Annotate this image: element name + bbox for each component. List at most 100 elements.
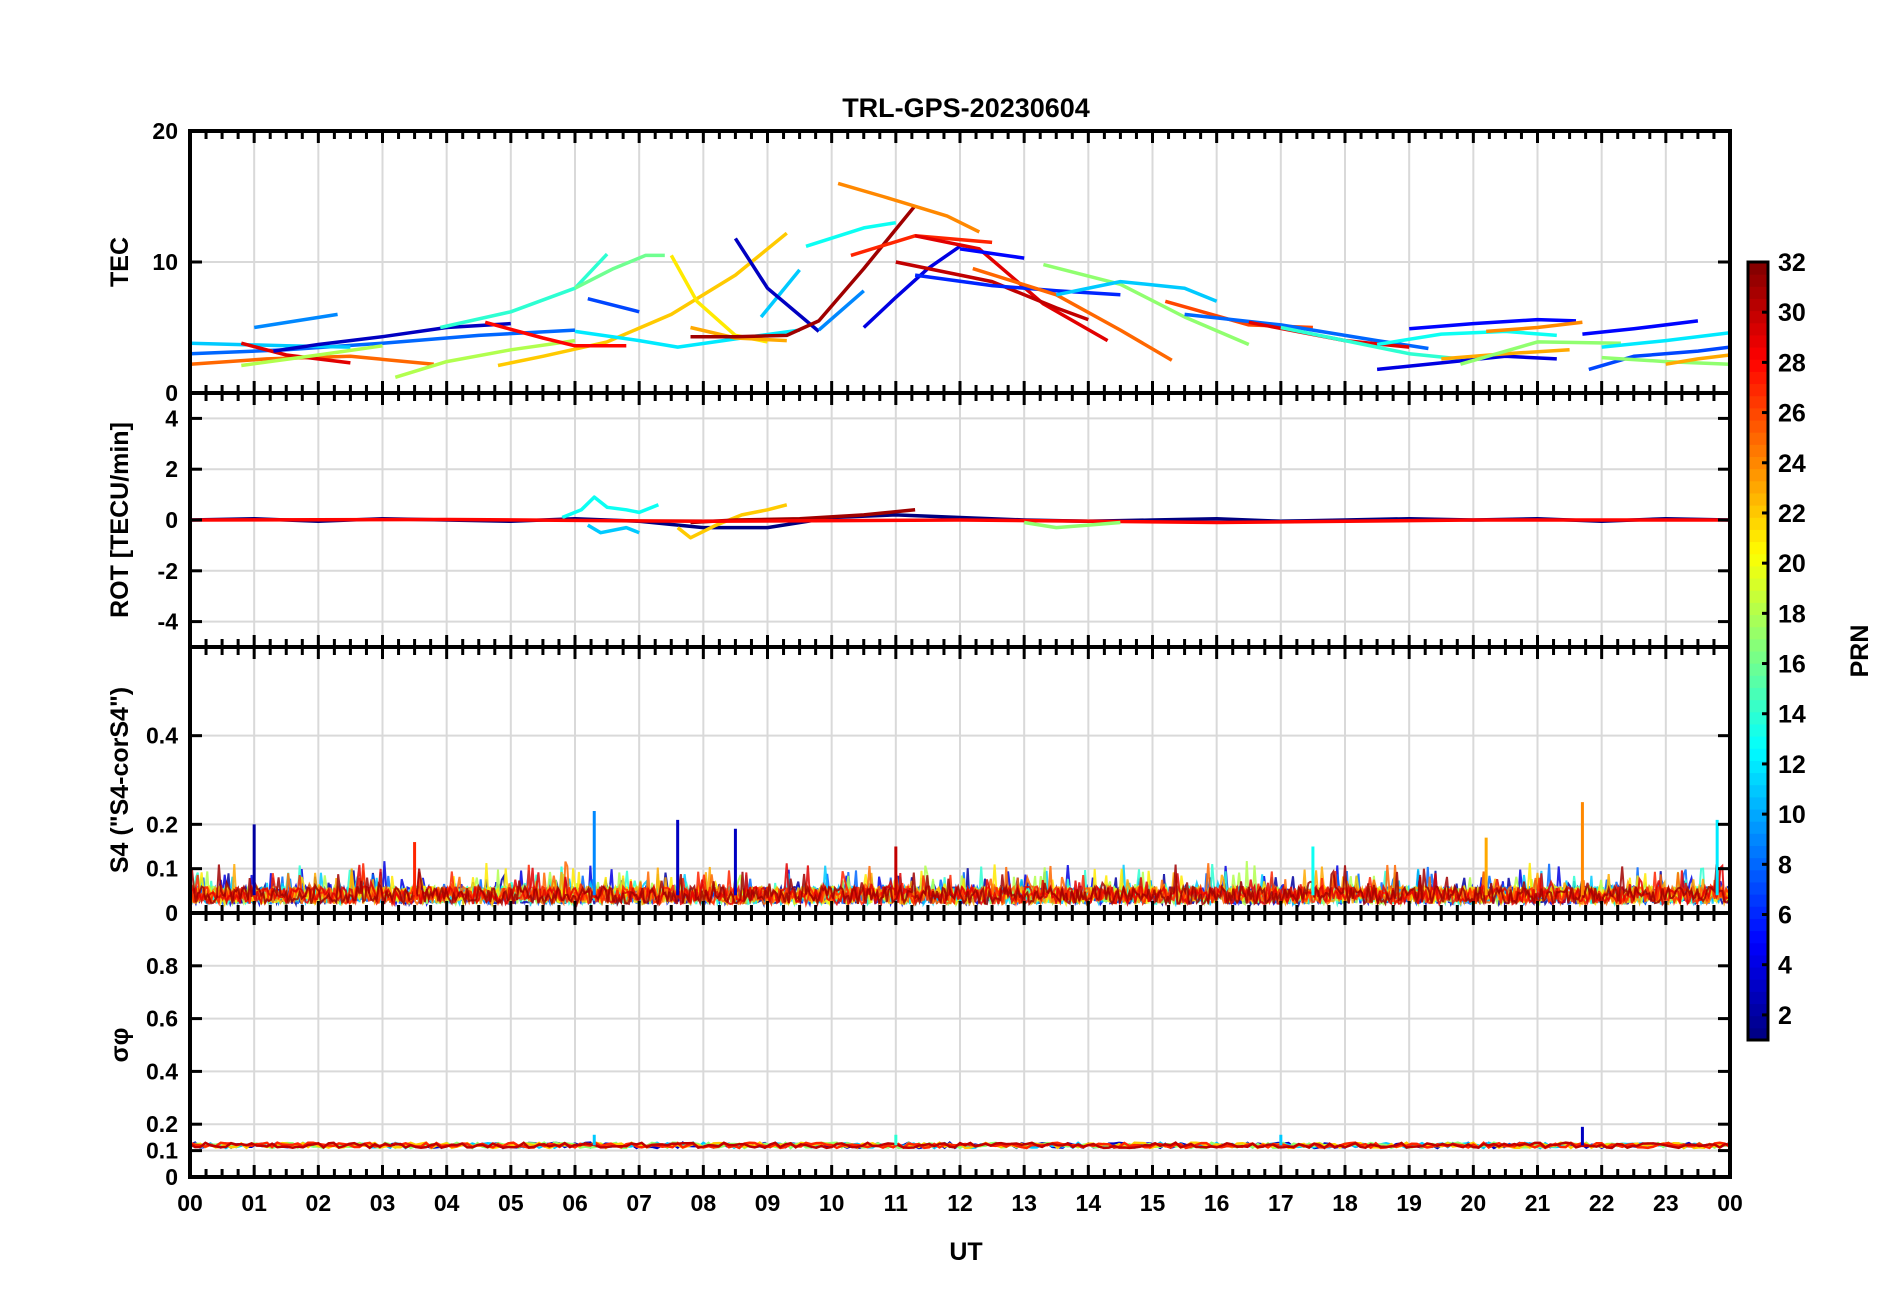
x-tick-label: 19 [1396, 1190, 1422, 1216]
series-prn-18 [394, 338, 576, 379]
colorbar-segment [1748, 869, 1768, 883]
y-tick-label: -2 [158, 558, 178, 584]
colorbar-tick-label: 12 [1778, 751, 1806, 779]
x-tick-label: 16 [1204, 1190, 1230, 1216]
colorbar-segment [1748, 821, 1768, 834]
colorbar-segment [1748, 310, 1768, 324]
colorbar-segment [1748, 334, 1768, 348]
colorbar-segment [1748, 444, 1768, 457]
colorbar-segment [1748, 480, 1768, 494]
y-tick-label: 0.1 [146, 1138, 178, 1164]
x-tick-label: 02 [306, 1190, 332, 1216]
x-tick-label: 14 [1076, 1190, 1102, 1216]
colorbar-segment [1748, 614, 1768, 628]
colorbar-tick-label: 6 [1778, 902, 1792, 930]
colorbar-segment [1748, 492, 1768, 506]
y-axis-title: σφ [106, 1028, 134, 1063]
colorbar-segment [1748, 1027, 1768, 1041]
colorbar-segment [1748, 748, 1768, 761]
y-tick-label: -4 [158, 609, 179, 635]
colorbar-segment [1748, 687, 1768, 701]
colorbar-segment [1748, 590, 1768, 603]
chart-title: TRL-GPS-20230604 [842, 93, 1090, 123]
y-tick-label: 0 [165, 507, 178, 533]
x-tick-label: 23 [1653, 1190, 1679, 1216]
x-tick-label: 06 [562, 1190, 588, 1216]
colorbar-segment [1748, 918, 1768, 932]
colorbar-segment [1748, 541, 1768, 555]
series-prn-30 [895, 260, 1089, 322]
colorbar-segment [1748, 967, 1768, 980]
colorbar-segment [1748, 991, 1768, 1005]
series-prn-16 [574, 253, 665, 290]
colorbar-tick-label: 4 [1778, 952, 1792, 980]
series-prn-13 [1376, 329, 1557, 347]
colorbar-segment [1748, 1015, 1768, 1029]
colorbar-segment [1748, 322, 1768, 336]
series-prn-11 [586, 523, 640, 535]
y-axis-title: ROT [TECU/min] [106, 422, 134, 618]
series-prn-6 [914, 273, 1121, 297]
series-prn-5 [1409, 317, 1577, 331]
series-prn-11 [190, 341, 351, 349]
panel-2: -4 -2 0 2 4 ROT [TECU/min] [106, 391, 1732, 649]
colorbar-segment [1748, 638, 1768, 652]
x-tick-label: 12 [947, 1190, 973, 1216]
series-prn-29 [240, 341, 351, 365]
colorbar-segment [1748, 857, 1768, 871]
series-prn-31 [690, 204, 917, 339]
colorbar-segment [1748, 906, 1768, 919]
y-tick-label: 10 [152, 249, 178, 275]
y-tick-label: 20 [152, 118, 178, 144]
series-prn-8 [190, 328, 576, 356]
colorbar-segment [1748, 383, 1768, 397]
y-tick-label: 0.4 [146, 1058, 178, 1084]
colorbar-title: PRN [1846, 625, 1874, 678]
plot-area-1 [190, 181, 1730, 379]
series-prn-24 [837, 181, 981, 234]
series-prn-28 [484, 320, 627, 348]
colorbar-segment [1748, 736, 1768, 749]
panel-3: 0 0.1 0.2 0.4 S4 ("S4-corS4") [106, 645, 1732, 926]
series-prn-24 [1486, 320, 1583, 334]
colorbar-tick-label: 14 [1778, 701, 1806, 729]
colorbar-tick-label: 8 [1778, 851, 1792, 879]
series-prn-7 [587, 297, 640, 314]
x-tick-label: 05 [498, 1190, 524, 1216]
colorbar-segment [1748, 833, 1768, 846]
series-prn-13 [805, 220, 897, 248]
panel-1: 0 10 20 TEC [106, 118, 1732, 406]
x-tick-label: 04 [434, 1190, 460, 1216]
colorbar-segment [1748, 760, 1768, 774]
series-prn-18 [241, 344, 383, 368]
colorbar-segment [1748, 371, 1768, 385]
colorbar-segment [1748, 784, 1768, 798]
y-tick-label: 0.2 [146, 1111, 178, 1137]
series-prn-30 [190, 1141, 1730, 1150]
colorbar-segment [1748, 286, 1768, 299]
x-tick-label: 09 [755, 1190, 781, 1216]
colorbar-segment [1748, 651, 1768, 664]
y-tick-label: 0 [165, 380, 178, 406]
x-tick-label: 15 [1140, 1190, 1166, 1216]
colorbar-tick-label: 18 [1778, 600, 1806, 628]
series-prn-22 [497, 231, 788, 368]
x-tick-label: 07 [626, 1190, 652, 1216]
colorbar-segment [1748, 420, 1768, 433]
x-tick-label: 17 [1268, 1190, 1294, 1216]
y-tick-label: 0 [165, 1164, 178, 1190]
colorbar-segment [1748, 407, 1768, 421]
colorbar-segment [1748, 517, 1768, 530]
series-prn-8 [1184, 312, 1429, 351]
panel-4: 00.10.2 0.4 0.6 0.8 σφ 00 01 02 03 04 05 06 07 08 09 10… [106, 911, 1743, 1216]
colorbar-segment [1748, 663, 1768, 676]
series-prn-25 [972, 266, 1173, 362]
colorbar-tick-label: 28 [1778, 349, 1806, 377]
series-prn-23 [1665, 353, 1730, 366]
colorbar-tick-label: 20 [1778, 550, 1806, 578]
x-tick-label: 21 [1525, 1190, 1551, 1216]
colorbar-segment [1748, 395, 1768, 409]
colorbar-segment [1748, 881, 1768, 895]
series-prn-3 [273, 321, 511, 353]
colorbar-segment [1748, 723, 1768, 737]
